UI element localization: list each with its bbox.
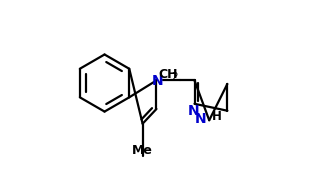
Text: 2: 2 [171,72,178,82]
Text: Me: Me [132,144,153,157]
Text: N: N [195,112,207,126]
Text: N: N [188,104,200,118]
Text: H: H [212,110,222,123]
Text: CH: CH [158,68,178,81]
Text: N: N [151,74,163,88]
